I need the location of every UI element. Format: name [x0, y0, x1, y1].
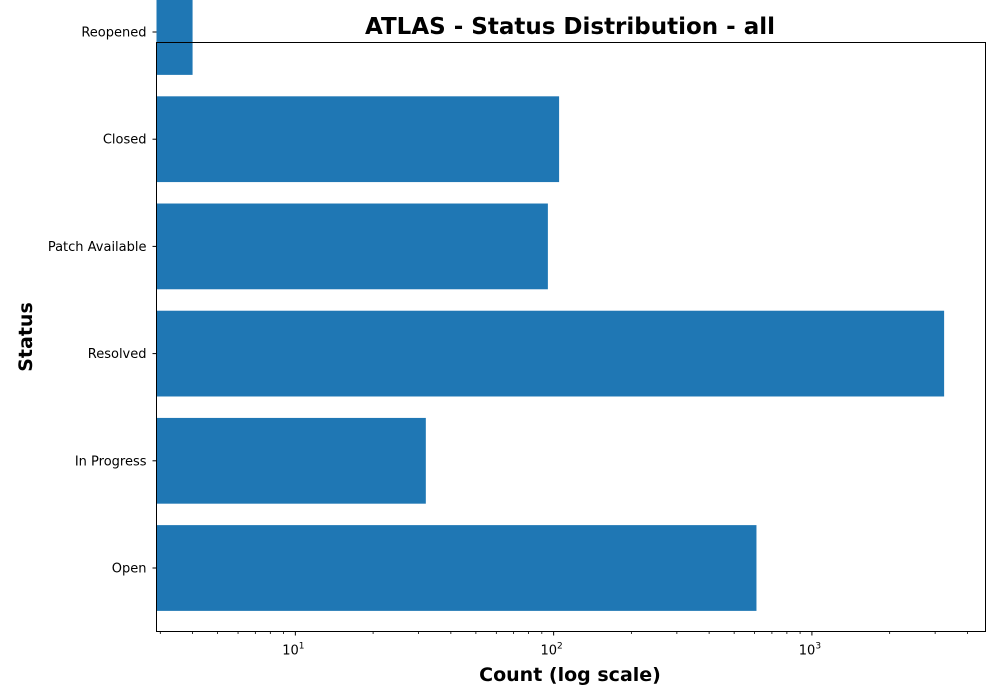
- bar-reopened: [156, 0, 193, 75]
- bar-closed: [156, 96, 560, 183]
- bars-layer: [156, 0, 945, 611]
- y-tick-label-open: Open: [112, 562, 147, 577]
- bar-patch-available: [156, 203, 548, 290]
- y-tick-label-resolved: Resolved: [88, 347, 147, 362]
- x-tick-label: 101: [282, 642, 304, 659]
- x-tick-label: 103: [799, 642, 821, 659]
- y-axis-label: Status: [15, 302, 37, 372]
- y-tick-label-closed: Closed: [103, 133, 147, 148]
- y-tick-label-in-progress: In Progress: [75, 454, 147, 469]
- x-tick-label: 102: [540, 642, 562, 659]
- plot-frame: [156, 42, 986, 632]
- chart-title: ATLAS - Status Distribution - all: [365, 14, 775, 40]
- y-tick-label-reopened: Reopened: [81, 26, 146, 41]
- y-tick-label-patch-available: Patch Available: [48, 240, 147, 255]
- bar-open: [156, 525, 757, 611]
- y-axis: Open In Progress Resolved Patch Available Cl…: [48, 26, 157, 577]
- x-axis: 101 102 103: [159, 631, 968, 659]
- bar-resolved: [156, 310, 945, 397]
- x-axis-label: Count (log scale): [479, 664, 661, 686]
- bar-in-progress: [156, 417, 426, 504]
